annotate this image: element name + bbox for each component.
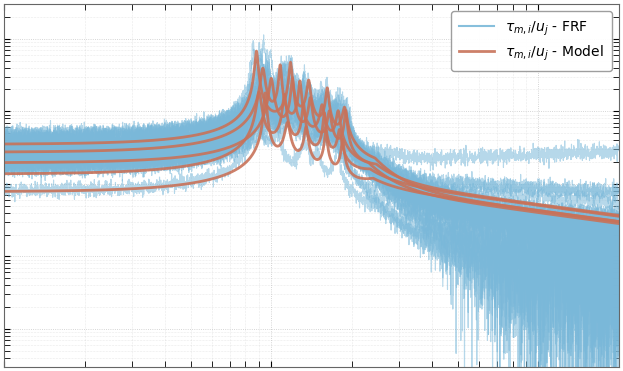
Legend: $\tau_{m,i}/u_j$ - FRF, $\tau_{m,i}/u_j$ - Model: $\tau_{m,i}/u_j$ - FRF, $\tau_{m,i}/u_j$… <box>450 11 612 71</box>
